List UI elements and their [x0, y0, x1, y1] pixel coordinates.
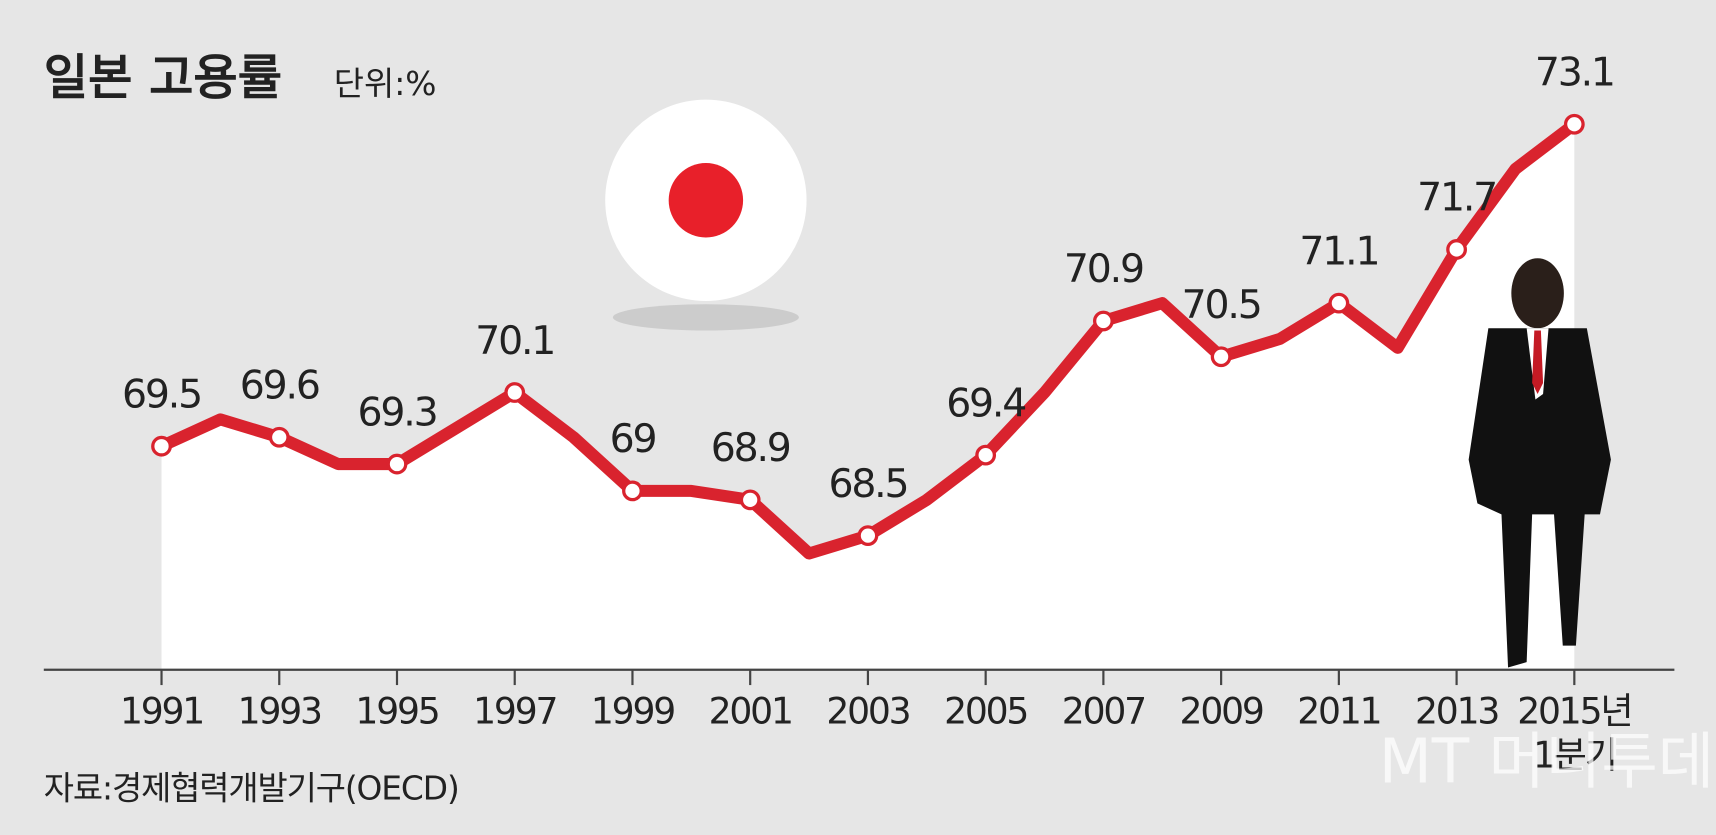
x-tick-label: 2001 [709, 690, 792, 733]
point [504, 382, 526, 403]
plot-area: 1991 1993 1995 1997 1999 2001 2003 2005 2007 2009… [43, 50, 1675, 776]
data-label: 70.5 [1182, 282, 1261, 328]
data-label: 70.9 [1064, 246, 1143, 292]
businessman-illustration [1468, 258, 1611, 668]
chart-title: 일본 고용률 [44, 50, 282, 106]
unit-label: 단위:% [334, 65, 437, 103]
watermark: MT 머니투데이 [1379, 727, 1716, 798]
point [1563, 113, 1585, 135]
data-label: 69.3 [358, 389, 437, 435]
data-label: 69.5 [122, 371, 201, 417]
data-label: 69.4 [946, 380, 1025, 426]
x-tick-label: 2011 [1297, 690, 1380, 733]
point [739, 489, 761, 511]
x-tick-label: 2009 [1180, 690, 1263, 733]
x-tick-label: 2013 [1415, 690, 1498, 733]
data-label: 68.9 [711, 425, 790, 471]
x-note: 1분기 [1533, 733, 1616, 776]
point [151, 435, 172, 457]
point [1446, 239, 1467, 260]
x-tick-label: 2005 [944, 690, 1027, 733]
x-tick-label: 2003 [826, 690, 909, 733]
flag-sun [668, 163, 744, 238]
point [1328, 292, 1350, 314]
source: 자료:경제협력개발기구(OECD) [44, 770, 459, 808]
data-label: 68.5 [828, 461, 907, 507]
data-label: 70.1 [475, 318, 554, 364]
point [268, 426, 290, 448]
x-tick-label: 2007 [1062, 690, 1145, 733]
data-label: 73.1 [1535, 50, 1614, 96]
flag-shadow [612, 304, 799, 331]
point [1210, 346, 1232, 368]
point [386, 453, 408, 475]
x-tick-label: 1993 [238, 690, 321, 733]
data-label: 71.1 [1299, 228, 1378, 274]
point [975, 444, 997, 466]
data-label: 69 [610, 416, 656, 462]
point [622, 480, 643, 502]
point [857, 525, 879, 547]
data-label: 71.7 [1417, 175, 1496, 221]
x-tick-label: 2015년 [1517, 690, 1631, 733]
x-tick-label: 1999 [591, 690, 674, 733]
x-tick-label: 1997 [473, 690, 556, 733]
area [161, 124, 1575, 670]
point [1092, 310, 1114, 332]
data-label: 69.6 [240, 362, 319, 408]
x-tick-label: 1991 [120, 690, 203, 733]
x-tick-label: 1995 [355, 690, 438, 733]
